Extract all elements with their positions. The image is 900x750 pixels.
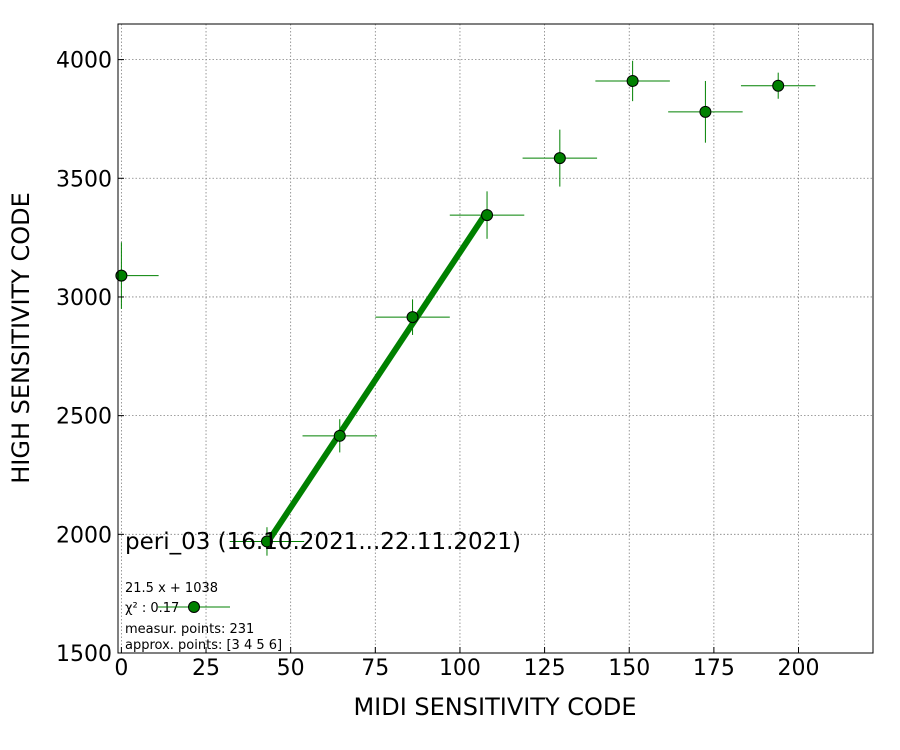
- data-point: [333, 429, 346, 442]
- x-tick-label: 50: [277, 656, 305, 681]
- x-tick-label: 150: [608, 656, 650, 681]
- chi2-label: χ² : 0.17: [125, 601, 179, 616]
- y-axis-title: HIGH SENSITIVITY CODE: [7, 192, 35, 484]
- y-tick-label: 4000: [56, 49, 112, 74]
- y-tick-label: 1500: [56, 642, 112, 667]
- x-tick-label: 175: [693, 656, 735, 681]
- x-tick-label: 125: [524, 656, 566, 681]
- plot-frame: [117, 23, 874, 654]
- data-point: [699, 105, 712, 118]
- x-tick-label: 200: [778, 656, 820, 681]
- x-tick-label: 25: [192, 656, 220, 681]
- y-tick-label: 2500: [56, 405, 112, 430]
- data-point: [772, 79, 785, 92]
- x-axis-title: MIDI SENSITIVITY CODE: [353, 693, 636, 721]
- approx-points: approx. points: [3 4 5 6]: [125, 638, 282, 653]
- ticks: 0 25 50 75 100 125 150 175 200 1500 2000 2500 3000 35…: [56, 49, 820, 681]
- data-point: [481, 209, 494, 222]
- data-point: [260, 535, 273, 548]
- x-tick-label: 0: [114, 656, 128, 681]
- legend-point: [188, 601, 200, 613]
- fit-equation: 21.5 x + 1038: [125, 581, 218, 596]
- data-point: [115, 269, 128, 282]
- y-tick-label: 3500: [56, 167, 112, 192]
- measur-points: measur. points: 231: [125, 622, 254, 637]
- x-tick-label: 100: [439, 656, 481, 681]
- legend-marker: [158, 601, 230, 613]
- data-point: [406, 311, 419, 324]
- fit-line: [264, 209, 490, 545]
- y-tick-label: 3000: [56, 286, 112, 311]
- series-label: peri_03 (16.10.2021...22.11.2021): [125, 529, 521, 555]
- data-point: [626, 74, 639, 87]
- fit-layer: [264, 209, 490, 545]
- x-tick-label: 75: [361, 656, 389, 681]
- data-point: [553, 152, 566, 165]
- y-tick-label: 2000: [56, 523, 112, 548]
- points-layer: [115, 60, 816, 556]
